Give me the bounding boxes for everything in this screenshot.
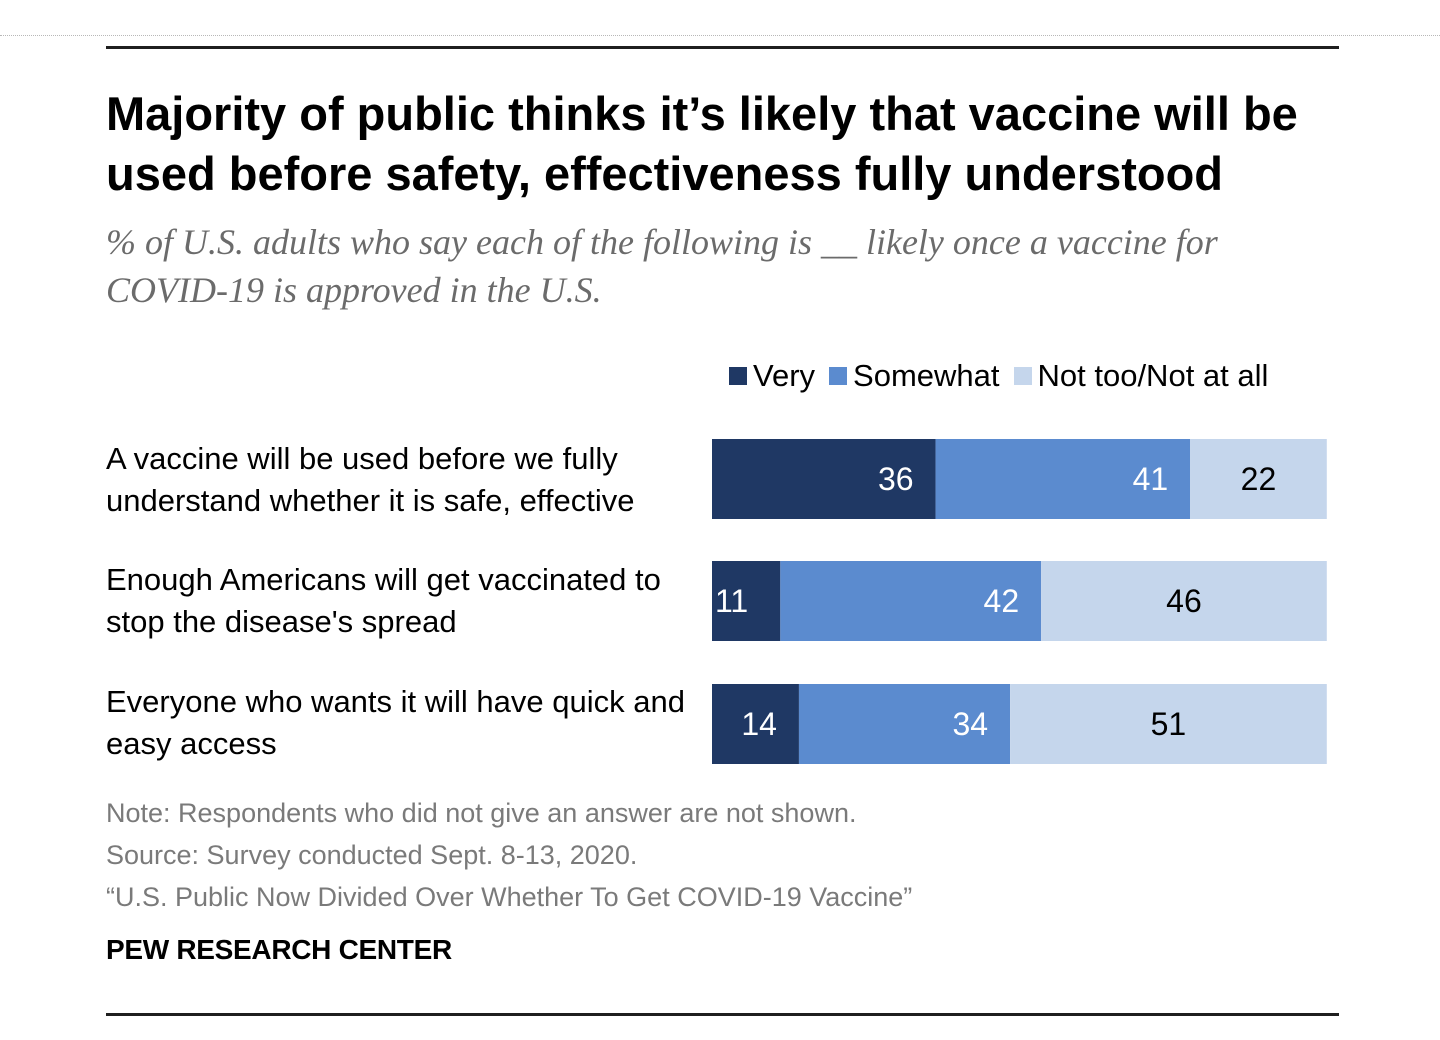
- bar-very-row-2: [712, 561, 781, 641]
- bottom-rule: [106, 1013, 1339, 1016]
- data-label-not-too-row-3: 51: [1151, 706, 1187, 742]
- bar-somewhat-row-3: [798, 684, 1011, 764]
- note-text: Note: Respondents who did not give an an…: [106, 798, 857, 828]
- legend-swatch-not-too: [1013, 367, 1032, 385]
- bar-not-too-row-2: [1041, 561, 1327, 641]
- legend-label-not-too: Not too/Not at all: [1037, 358, 1269, 393]
- bar-not-too-row-1: [1190, 439, 1327, 519]
- bar-very-row-1: [712, 439, 936, 519]
- bar-not-too-row-3: [1010, 684, 1327, 764]
- data-label-not-too-row-1: 22: [1241, 461, 1277, 497]
- data-label-very-row-3: 14: [741, 706, 777, 742]
- legend-label-very: Very: [753, 358, 816, 393]
- data-label-very-row-1: 36: [878, 461, 914, 497]
- category-label-3: Everyone who wants it will have quick an…: [106, 684, 685, 761]
- data-label-somewhat-row-1: 41: [1133, 461, 1169, 497]
- data-label-very-row-2: 11: [715, 583, 748, 619]
- chart-notes: Note: Respondents who did not give an an…: [106, 792, 912, 918]
- legend-label-somewhat: Somewhat: [853, 358, 1000, 393]
- report-title-text: “U.S. Public Now Divided Over Whether To…: [106, 882, 913, 912]
- bar-very-row-3: [712, 684, 799, 764]
- chart-legend: Very Somewhat Not too/Not at all: [729, 356, 1268, 396]
- legend-swatch-very: [729, 367, 747, 385]
- data-label-somewhat-row-3: 34: [952, 706, 988, 742]
- legend-item-somewhat: Somewhat: [829, 358, 1000, 394]
- category-label-2: Enough Americans will get vaccinated to …: [106, 562, 661, 639]
- bar-somewhat-row-2: [780, 561, 1042, 641]
- bar-somewhat-row-1: [935, 439, 1191, 519]
- legend-item-very: Very: [729, 358, 815, 394]
- chart-subtitle: % of U.S. adults who say each of the fol…: [106, 222, 1218, 310]
- legend-swatch-somewhat: [829, 367, 848, 385]
- brand-logo-text: PEW RESEARCH CENTER: [106, 934, 452, 965]
- data-label-not-too-row-2: 46: [1166, 583, 1202, 619]
- chart-title: Majority of public thinks it’s likely th…: [106, 87, 1298, 200]
- data-label-somewhat-row-2: 42: [984, 583, 1020, 619]
- top-rule: [106, 46, 1339, 49]
- legend-item-not-too: Not too/Not at all: [1013, 358, 1269, 394]
- category-label-1: A vaccine will be used before we fully u…: [106, 441, 635, 518]
- source-text: Source: Survey conducted Sept. 8-13, 202…: [106, 840, 638, 870]
- dotted-separator: [0, 35, 1440, 36]
